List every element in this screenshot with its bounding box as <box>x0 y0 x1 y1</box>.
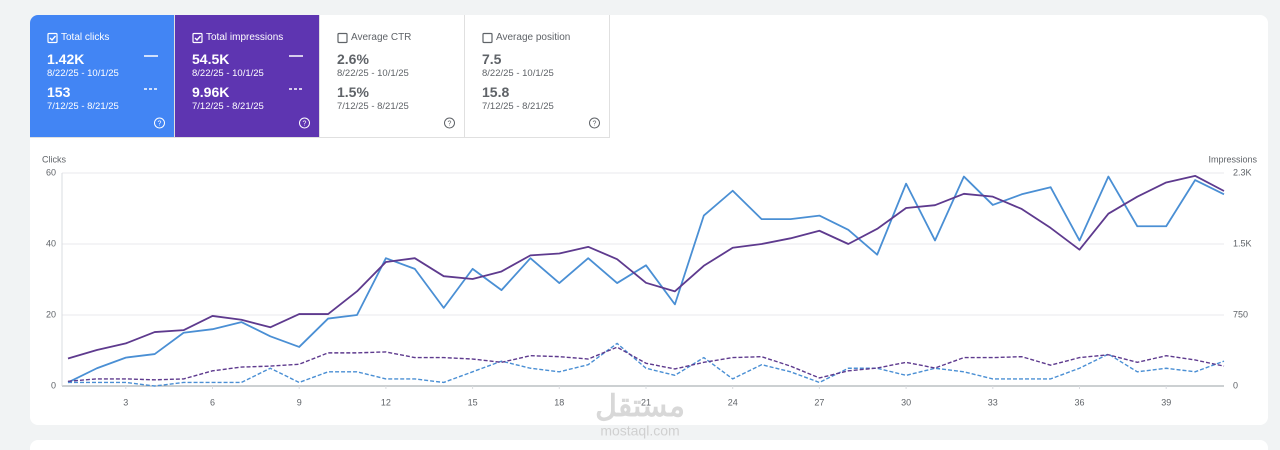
y-tick-label: 40 <box>46 238 56 248</box>
checkmark <box>49 35 57 42</box>
current-range: 8/22/25 - 10/1/25 <box>192 68 264 79</box>
card-icons: ? <box>482 32 600 129</box>
previous-range: 7/12/25 - 8/21/25 <box>337 101 409 112</box>
previous-range: 7/12/25 - 8/21/25 <box>192 101 264 112</box>
previous-value: 153 <box>47 84 71 100</box>
previous-range: 7/12/25 - 8/21/25 <box>47 101 119 112</box>
y2-tick-label: 0 <box>1233 380 1238 390</box>
x-tick-label: 12 <box>381 397 391 407</box>
card-icons: ? <box>192 32 310 129</box>
card-icons: ? <box>337 32 455 129</box>
current-value: 1.42K <box>47 51 85 67</box>
metric-card[interactable]: Average position 7.5 8/22/25 - 10/1/25 15.8… <box>465 15 610 138</box>
line <box>67 175 1225 384</box>
y2-tick-label: 2.3K <box>1233 167 1252 177</box>
metric-label: Total clicks <box>61 32 110 43</box>
x-tick-label: 21 <box>641 397 651 407</box>
help-icon-mark: ? <box>448 120 452 127</box>
x-tick-label: 27 <box>814 397 824 407</box>
x-tick-label: 18 <box>554 397 564 407</box>
help-icon <box>589 117 600 129</box>
line <box>67 174 1225 360</box>
metric-card[interactable]: Total impressions 54.5K 8/22/25 - 10/1/25 9… <box>175 15 320 138</box>
x-tick-label: 15 <box>468 397 478 407</box>
x-tick-label: 30 <box>901 397 911 407</box>
checkbox <box>47 32 58 44</box>
y-tick-label: 60 <box>46 167 56 177</box>
checkmark <box>194 35 202 42</box>
current-range: 8/22/25 - 10/1/25 <box>47 68 119 79</box>
metric-label: Total impressions <box>206 32 284 43</box>
previous-value: 1.5% <box>337 84 369 100</box>
y-tick-label: 20 <box>46 309 56 319</box>
current-range: 8/22/25 - 10/1/25 <box>337 68 409 79</box>
x-tick-label: 3 <box>123 397 128 407</box>
checkbox <box>337 32 348 44</box>
y2-tick-label: 750 <box>1233 309 1248 319</box>
previous-value: 9.96K <box>192 84 230 100</box>
current-range: 8/22/25 - 10/1/25 <box>482 68 554 79</box>
help-icon <box>154 117 165 129</box>
metric-label: Average CTR <box>351 32 412 43</box>
x-tick-label: 6 <box>210 397 215 407</box>
help-icon <box>444 117 455 129</box>
help-icon <box>299 117 310 129</box>
x-tick-label: 36 <box>1074 397 1084 407</box>
metric-label: Average position <box>496 32 571 43</box>
metric-card[interactable]: Average CTR 2.6% 8/22/25 - 10/1/25 1.5% 7/12… <box>320 15 465 138</box>
x-tick-label: 9 <box>297 397 302 407</box>
previous-value: 15.8 <box>482 84 510 100</box>
y-axis-label: Clicks <box>42 154 66 164</box>
dashed-line <box>67 346 1225 382</box>
watermark-url: mostaql.com <box>600 423 679 439</box>
previous-range: 7/12/25 - 8/21/25 <box>482 101 554 112</box>
current-value: 7.5 <box>482 51 502 67</box>
help-icon-mark: ? <box>158 120 162 127</box>
help-icon-mark: ? <box>593 120 597 127</box>
dashed-line <box>68 342 1225 387</box>
next-panel <box>30 440 1268 450</box>
current-value: 2.6% <box>337 51 369 67</box>
y2-axis-label: Impressions <box>1208 154 1257 164</box>
x-tick-label: 33 <box>988 397 998 407</box>
current-value: 54.5K <box>192 51 230 67</box>
card-icons: ? <box>47 32 165 129</box>
watermark-logo: مستقل <box>595 390 685 423</box>
y-tick-label: 0 <box>51 380 56 390</box>
x-tick-label: 39 <box>1161 397 1171 407</box>
y2-tick-label: 1.5K <box>1233 238 1252 248</box>
checkbox <box>482 32 493 44</box>
checkbox <box>192 32 203 44</box>
x-tick-label: 24 <box>728 397 738 407</box>
metric-card[interactable]: Total clicks 1.42K 8/22/25 - 10/1/25 153 7/1… <box>30 15 175 138</box>
help-icon-mark: ? <box>303 120 307 127</box>
